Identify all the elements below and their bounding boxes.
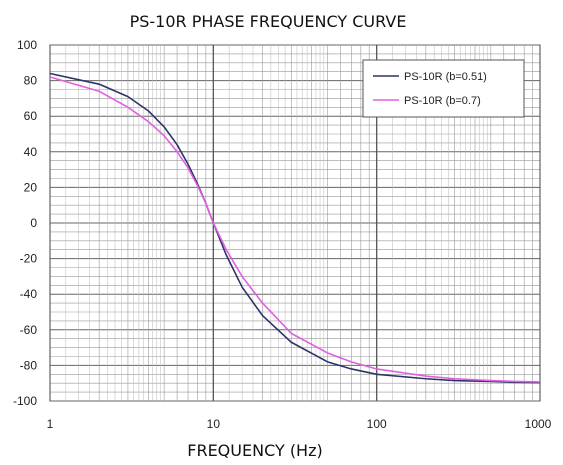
y-tick-label: -60: [20, 323, 38, 337]
y-tick-label: 40: [24, 145, 38, 159]
y-tick-label: 0: [30, 216, 37, 230]
legend-box: [362, 59, 525, 118]
y-tick-label: -20: [20, 252, 38, 266]
series-line-1: [49, 72, 541, 384]
series-line-2: [49, 76, 541, 383]
y-tick-label: -80: [20, 358, 38, 372]
y-tick-label: 100: [17, 38, 37, 52]
grid: [49, 44, 541, 402]
y-tick-label: 80: [24, 74, 38, 88]
legend: PS-10R (b=0.51) PS-10R (b=0.7): [362, 59, 525, 118]
y-tick-label: -40: [20, 287, 38, 301]
x-tick-label: 10: [207, 417, 221, 431]
x-axis-tick-labels: 1 10 100 1000: [47, 417, 552, 431]
series-group: [49, 72, 541, 384]
x-tick-label: 1000: [525, 417, 552, 431]
chart-title: PS-10R PHASE FREQUENCY CURVE: [130, 12, 407, 31]
y-axis-tick-labels: 100 80 60 40 20 0 -20 -40 -60 -80 -100: [13, 38, 37, 408]
x-tick-label: 100: [367, 417, 387, 431]
legend-label: PS-10R (b=0.7): [404, 95, 481, 107]
x-axis-label: FREQUENCY (Hz): [187, 441, 322, 460]
y-tick-label: 20: [24, 180, 38, 194]
y-tick-label: -100: [13, 394, 37, 408]
legend-label: PS-10R (b=0.51): [404, 71, 487, 83]
y-tick-label: 60: [24, 109, 38, 123]
x-tick-label: 1: [47, 417, 54, 431]
